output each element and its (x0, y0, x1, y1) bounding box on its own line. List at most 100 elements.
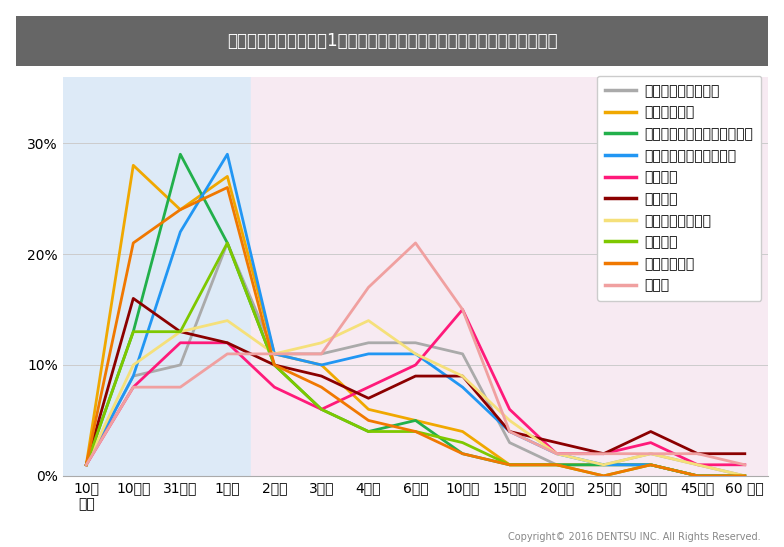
Line: ソーシャルネットワーク: ソーシャルネットワーク (86, 154, 745, 476)
インスタントメッセンジャー (82, 462, 91, 468)
ソーシャルネットワーク (317, 362, 326, 368)
ニュース (646, 462, 655, 468)
写真／ビデオ (505, 462, 514, 468)
Legend: ブラウザ／ポータル, 写真／ビデオ, インスタントメッセンジャー, ソーシャルネットワーク, 動画共有, 動画配信, ブック／コミック, ニュース, ショッピン: ブラウザ／ポータル, 写真／ビデオ, インスタントメッセンジャー, ソーシャルネ… (597, 75, 761, 301)
動画配信 (176, 328, 185, 335)
ブック／コミック (270, 351, 279, 357)
インスタントメッセンジャー (646, 462, 655, 468)
動画配信 (411, 373, 420, 380)
ブック／コミック (693, 462, 702, 468)
ニュース (364, 428, 373, 435)
インスタントメッセンジャー (505, 462, 514, 468)
ソーシャルネットワーク (740, 473, 750, 479)
動画配信 (270, 362, 279, 368)
ゲーム (693, 450, 702, 457)
ソーシャルネットワーク (458, 384, 467, 391)
動画共有 (223, 340, 232, 346)
ショッピング (740, 473, 750, 479)
ニュース (223, 240, 232, 246)
動画配信 (646, 428, 655, 435)
ソーシャルネットワーク (599, 462, 608, 468)
動画共有 (364, 384, 373, 391)
動画共有 (129, 384, 138, 391)
インスタントメッセンジャー (458, 450, 467, 457)
ブラウザ／ポータル (693, 462, 702, 468)
ブック／コミック (223, 317, 232, 324)
写真／ビデオ (176, 206, 185, 213)
ショッピング (693, 473, 702, 479)
動画配信 (740, 450, 750, 457)
Bar (251, 77, 768, 476)
ニュース (82, 462, 91, 468)
写真／ビデオ (317, 362, 326, 368)
ソーシャルネットワーク (505, 428, 514, 435)
ゲーム (411, 240, 420, 246)
ニュース (411, 428, 420, 435)
ソーシャルネットワーク (82, 462, 91, 468)
ニュース (740, 473, 750, 479)
ニュース (458, 439, 467, 446)
ブック／コミック (505, 417, 514, 424)
ブック／コミック (82, 462, 91, 468)
ブック／コミック (176, 328, 185, 335)
Line: 動画共有: 動画共有 (86, 310, 745, 465)
インスタントメッセンジャー (740, 473, 750, 479)
Line: ショッピング: ショッピング (86, 188, 745, 476)
ニュース (599, 473, 608, 479)
ショッピング (505, 462, 514, 468)
ブラウザ／ポータル (646, 450, 655, 457)
動画共有 (176, 340, 185, 346)
ブック／コミック (317, 340, 326, 346)
ブック／コミック (411, 351, 420, 357)
ショッピング (458, 450, 467, 457)
ソーシャルネットワーク (552, 450, 561, 457)
写真／ビデオ (223, 173, 232, 179)
ブラウザ／ポータル (317, 351, 326, 357)
ショッピング (223, 184, 232, 191)
写真／ビデオ (458, 428, 467, 435)
ゲーム (82, 462, 91, 468)
Line: インスタントメッセンジャー: インスタントメッセンジャー (86, 154, 745, 476)
Text: Copyright© 2016 DENTSU INC. All Rights Reserved.: Copyright© 2016 DENTSU INC. All Rights R… (508, 532, 760, 542)
ソーシャルネットワーク (411, 351, 420, 357)
動画共有 (317, 406, 326, 412)
ゲーム (223, 351, 232, 357)
Line: ゲーム: ゲーム (86, 243, 745, 465)
ブラウザ／ポータル (458, 351, 467, 357)
ブラウザ／ポータル (411, 340, 420, 346)
ゲーム (458, 306, 467, 313)
ショッピング (646, 462, 655, 468)
Line: 写真／ビデオ: 写真／ビデオ (86, 165, 745, 476)
動画配信 (552, 439, 561, 446)
インスタントメッセンジャー (270, 362, 279, 368)
動画配信 (693, 450, 702, 457)
Text: 各アプリ分野利用者の1回当たり利用時間の分布（個人全体・月間平均）: 各アプリ分野利用者の1回当たり利用時間の分布（個人全体・月間平均） (227, 32, 557, 50)
ブラウザ／ポータル (599, 462, 608, 468)
動画共有 (646, 439, 655, 446)
ブック／コミック (129, 362, 138, 368)
動画配信 (129, 295, 138, 302)
ブック／コミック (646, 450, 655, 457)
ブラウザ／ポータル (223, 240, 232, 246)
動画配信 (317, 373, 326, 380)
ゲーム (599, 450, 608, 457)
ニュース (270, 362, 279, 368)
ソーシャルネットワーク (693, 473, 702, 479)
ショッピング (411, 428, 420, 435)
写真／ビデオ (693, 473, 702, 479)
動画共有 (270, 384, 279, 391)
ゲーム (317, 351, 326, 357)
動画配信 (458, 373, 467, 380)
ニュース (552, 462, 561, 468)
インスタントメッセンジャー (317, 406, 326, 412)
ショッピング (552, 462, 561, 468)
インスタントメッセンジャー (599, 462, 608, 468)
インスタントメッセンジャー (552, 462, 561, 468)
ソーシャルネットワーク (176, 229, 185, 235)
インスタントメッセンジャー (176, 151, 185, 158)
動画共有 (599, 450, 608, 457)
写真／ビデオ (270, 351, 279, 357)
ショッピング (317, 384, 326, 391)
Line: ブック／コミック: ブック／コミック (86, 321, 745, 476)
ソーシャルネットワーク (364, 351, 373, 357)
